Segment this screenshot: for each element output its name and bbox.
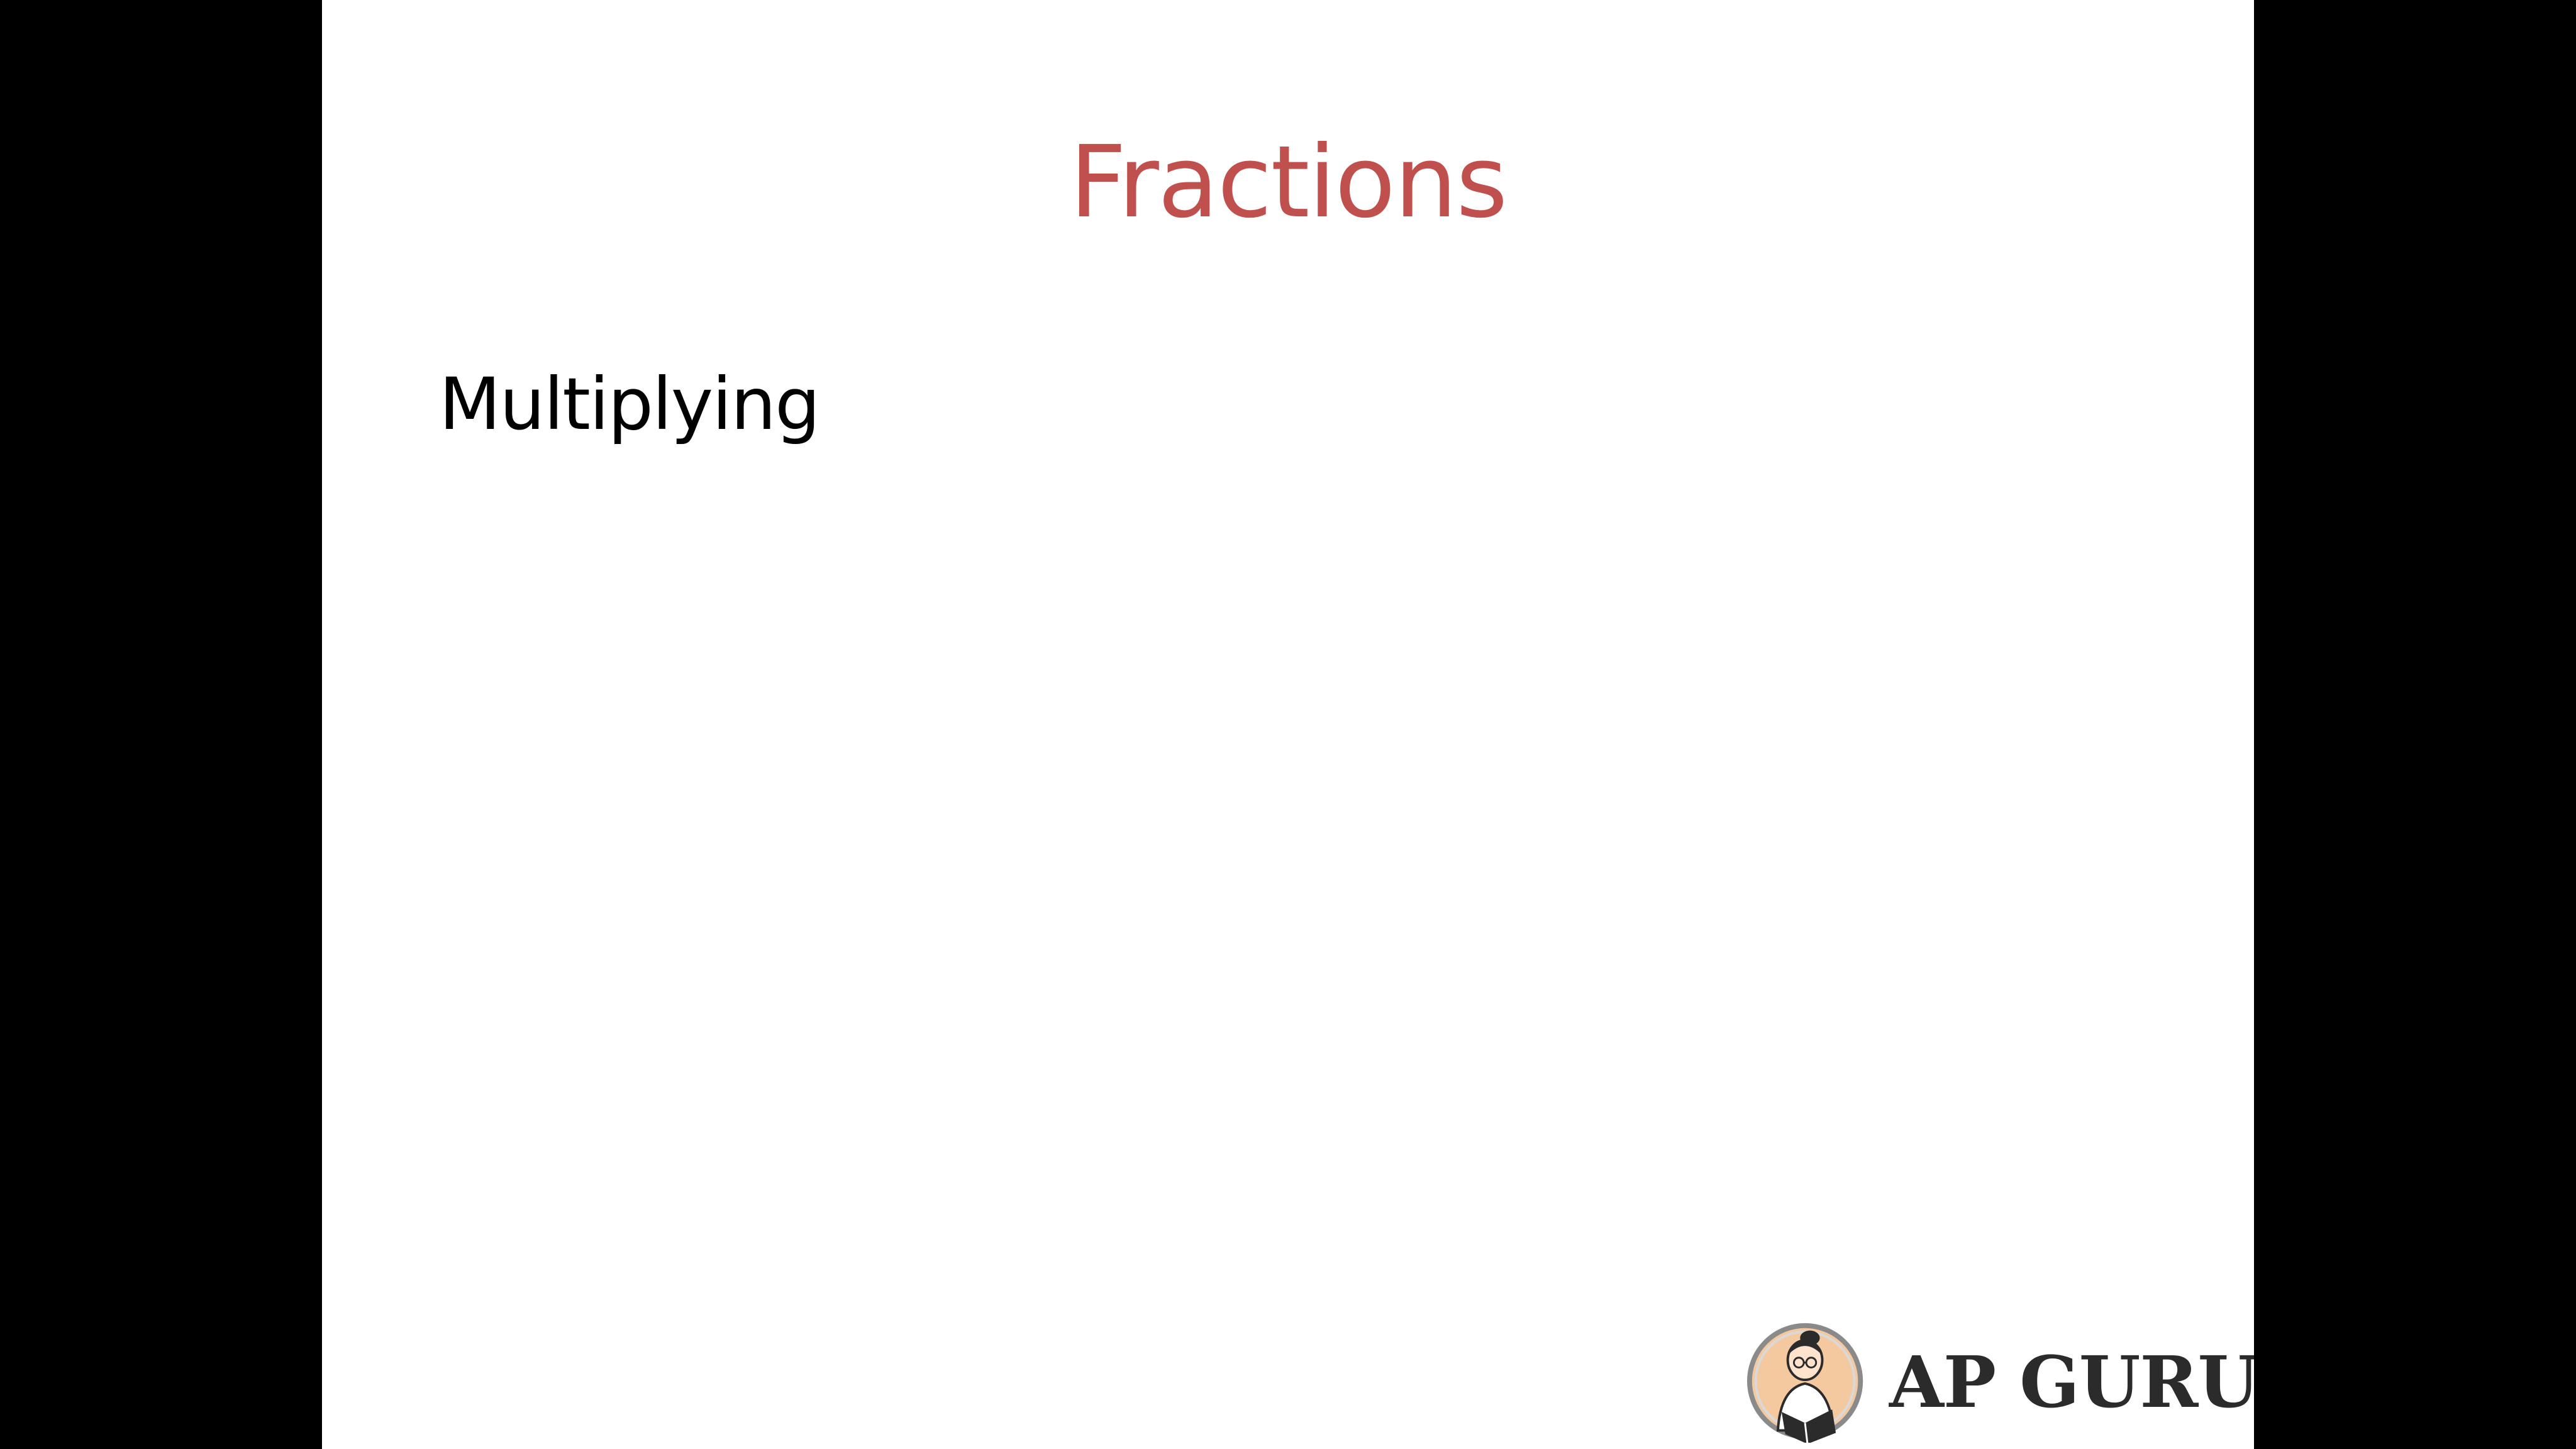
slide: Fractions Multiplying AP G bbox=[322, 0, 2254, 1449]
reading-person-logo-icon bbox=[1746, 1323, 1863, 1443]
slide-title: Fractions bbox=[1069, 125, 1507, 240]
logo-wordmark: AP GURU bbox=[1889, 1341, 2254, 1424]
ap-guru-logo: AP GURU bbox=[1746, 1316, 2254, 1449]
slide-body-text: Multiplying bbox=[439, 362, 820, 446]
